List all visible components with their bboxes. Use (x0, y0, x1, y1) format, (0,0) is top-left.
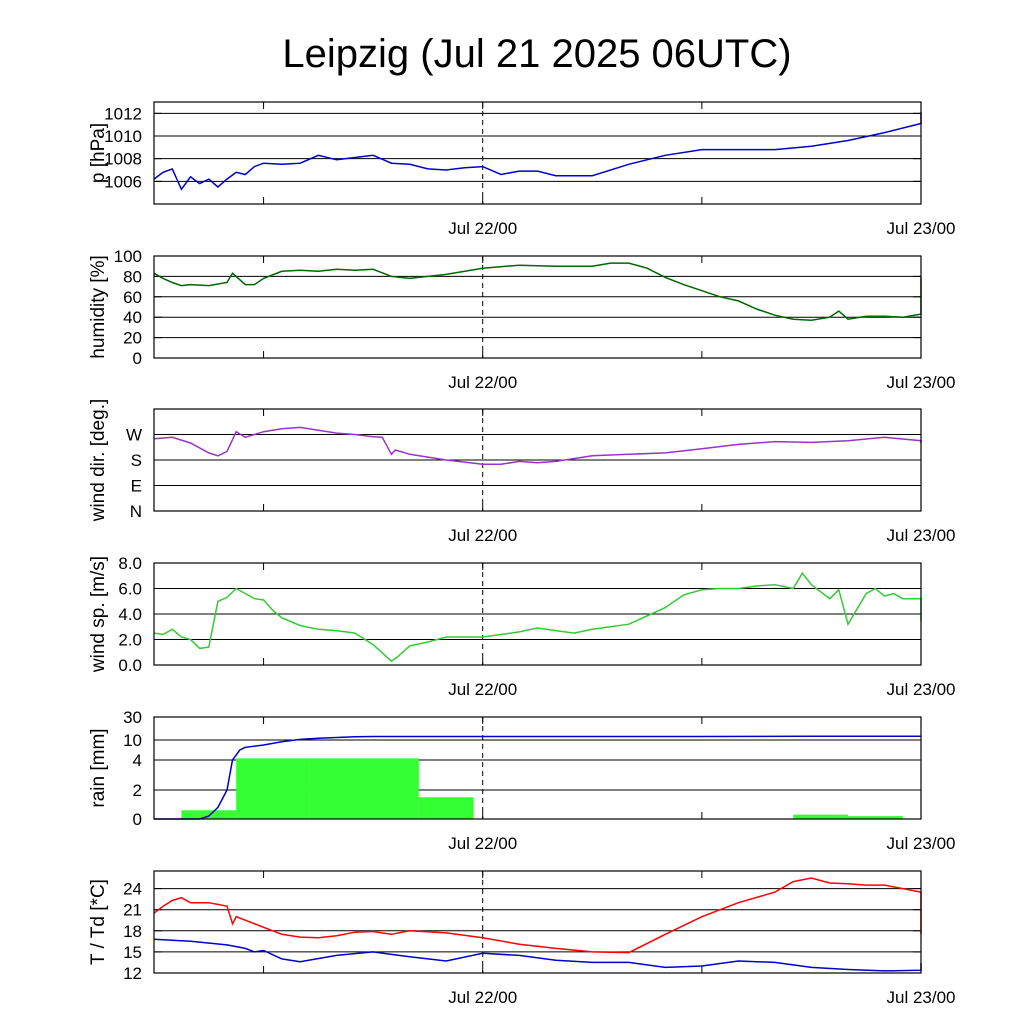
y-tick-label: 4.0 (118, 605, 142, 624)
wind_direction-series-0 (153, 426, 922, 466)
y-tick-label: 2 (133, 781, 142, 800)
y-tick-label: 0 (133, 810, 142, 829)
panel-frame (153, 255, 922, 359)
rain-bar (793, 814, 848, 819)
panel-frame (153, 562, 922, 666)
y-axis-label: rain [mm] (88, 728, 109, 807)
rain-bar (309, 758, 365, 819)
chart-title: Leipzig (Jul 21 2025 06UTC) (282, 32, 791, 76)
humidity-series-0 (153, 262, 922, 322)
x-tick-label: Jul 23/00 (887, 373, 956, 392)
y-tick-label: 12 (123, 964, 142, 983)
rain-bar (418, 797, 474, 819)
panel-frame (153, 870, 922, 974)
panel-frame (153, 716, 922, 820)
y-tick-label: E (131, 477, 142, 496)
panel-frame (153, 101, 922, 205)
y-tick-label: 1006 (104, 172, 142, 191)
temperature-series-1 (153, 938, 922, 972)
panel-temperature: 12 15 18 21 24 T / Td [*C] Jul 22/00 Jul 23/00 (88, 870, 956, 1007)
rain-bar (236, 758, 310, 819)
y-tick-label: S (131, 451, 142, 470)
x-tick-label: Jul 22/00 (448, 526, 517, 545)
panel-rain: 0 2 410 30 rain [mm] Jul 22/00 Jul 23/00 (88, 708, 956, 853)
y-tick-label: 21 (123, 901, 142, 920)
wind_speed-series-0 (153, 571, 922, 663)
y-tick-label: 80 (123, 267, 142, 286)
y-axis-label: wind dir. [deg.] (88, 399, 109, 523)
rain-bar (364, 758, 419, 819)
y-tick-label: 6.0 (118, 580, 142, 599)
rain-bar (181, 810, 237, 819)
x-tick-label: Jul 22/00 (448, 988, 517, 1007)
y-tick-label: 10 (123, 731, 142, 750)
pressure-series-0 (153, 112, 922, 191)
y-tick-label: 24 (123, 880, 142, 899)
temperature-series-0 (153, 877, 922, 954)
y-axis-label: p [hPa] (88, 123, 109, 183)
y-tick-label: 0 (133, 349, 142, 368)
y-tick-label: 2.0 (118, 631, 142, 650)
y-tick-label: 0.0 (118, 656, 142, 675)
y-tick-label: 30 (123, 708, 142, 727)
x-tick-label: Jul 22/00 (448, 373, 517, 392)
x-tick-label: Jul 23/00 (887, 526, 956, 545)
y-axis-label: wind sp. [m/s] (88, 556, 109, 673)
y-tick-label: N (130, 502, 142, 521)
x-tick-label: Jul 23/00 (887, 219, 956, 238)
y-tick-label: 1008 (104, 150, 142, 169)
x-tick-label: Jul 23/00 (887, 834, 956, 853)
y-tick-label: 1012 (104, 104, 142, 123)
y-tick-label: W (126, 426, 142, 445)
x-tick-label: Jul 22/00 (448, 219, 517, 238)
x-tick-label: Jul 23/00 (887, 988, 956, 1007)
rain-series-0 (154, 735, 921, 820)
panel-frame (153, 408, 922, 512)
panel-wind_speed: 0.0 2.0 4.0 6.0 8.0 wind sp. [m/s] Jul 22/00 Ju… (88, 554, 956, 699)
rain-bar (847, 816, 903, 819)
y-tick-label: 4 (133, 751, 142, 770)
y-tick-label: 60 (123, 288, 142, 307)
y-tick-label: 20 (123, 329, 142, 348)
y-tick-label: 1010 (104, 127, 142, 146)
y-tick-label: 100 (114, 247, 142, 266)
y-tick-label: 40 (123, 308, 142, 327)
x-tick-label: Jul 22/00 (448, 834, 517, 853)
y-axis-label: T / Td [*C] (88, 879, 109, 965)
x-tick-label: Jul 23/00 (887, 680, 956, 699)
x-tick-label: Jul 22/00 (448, 680, 517, 699)
y-tick-label: 8.0 (118, 554, 142, 573)
y-axis-label: humidity [%] (88, 255, 109, 358)
y-tick-label: 15 (123, 943, 142, 962)
y-tick-label: 18 (123, 922, 142, 941)
